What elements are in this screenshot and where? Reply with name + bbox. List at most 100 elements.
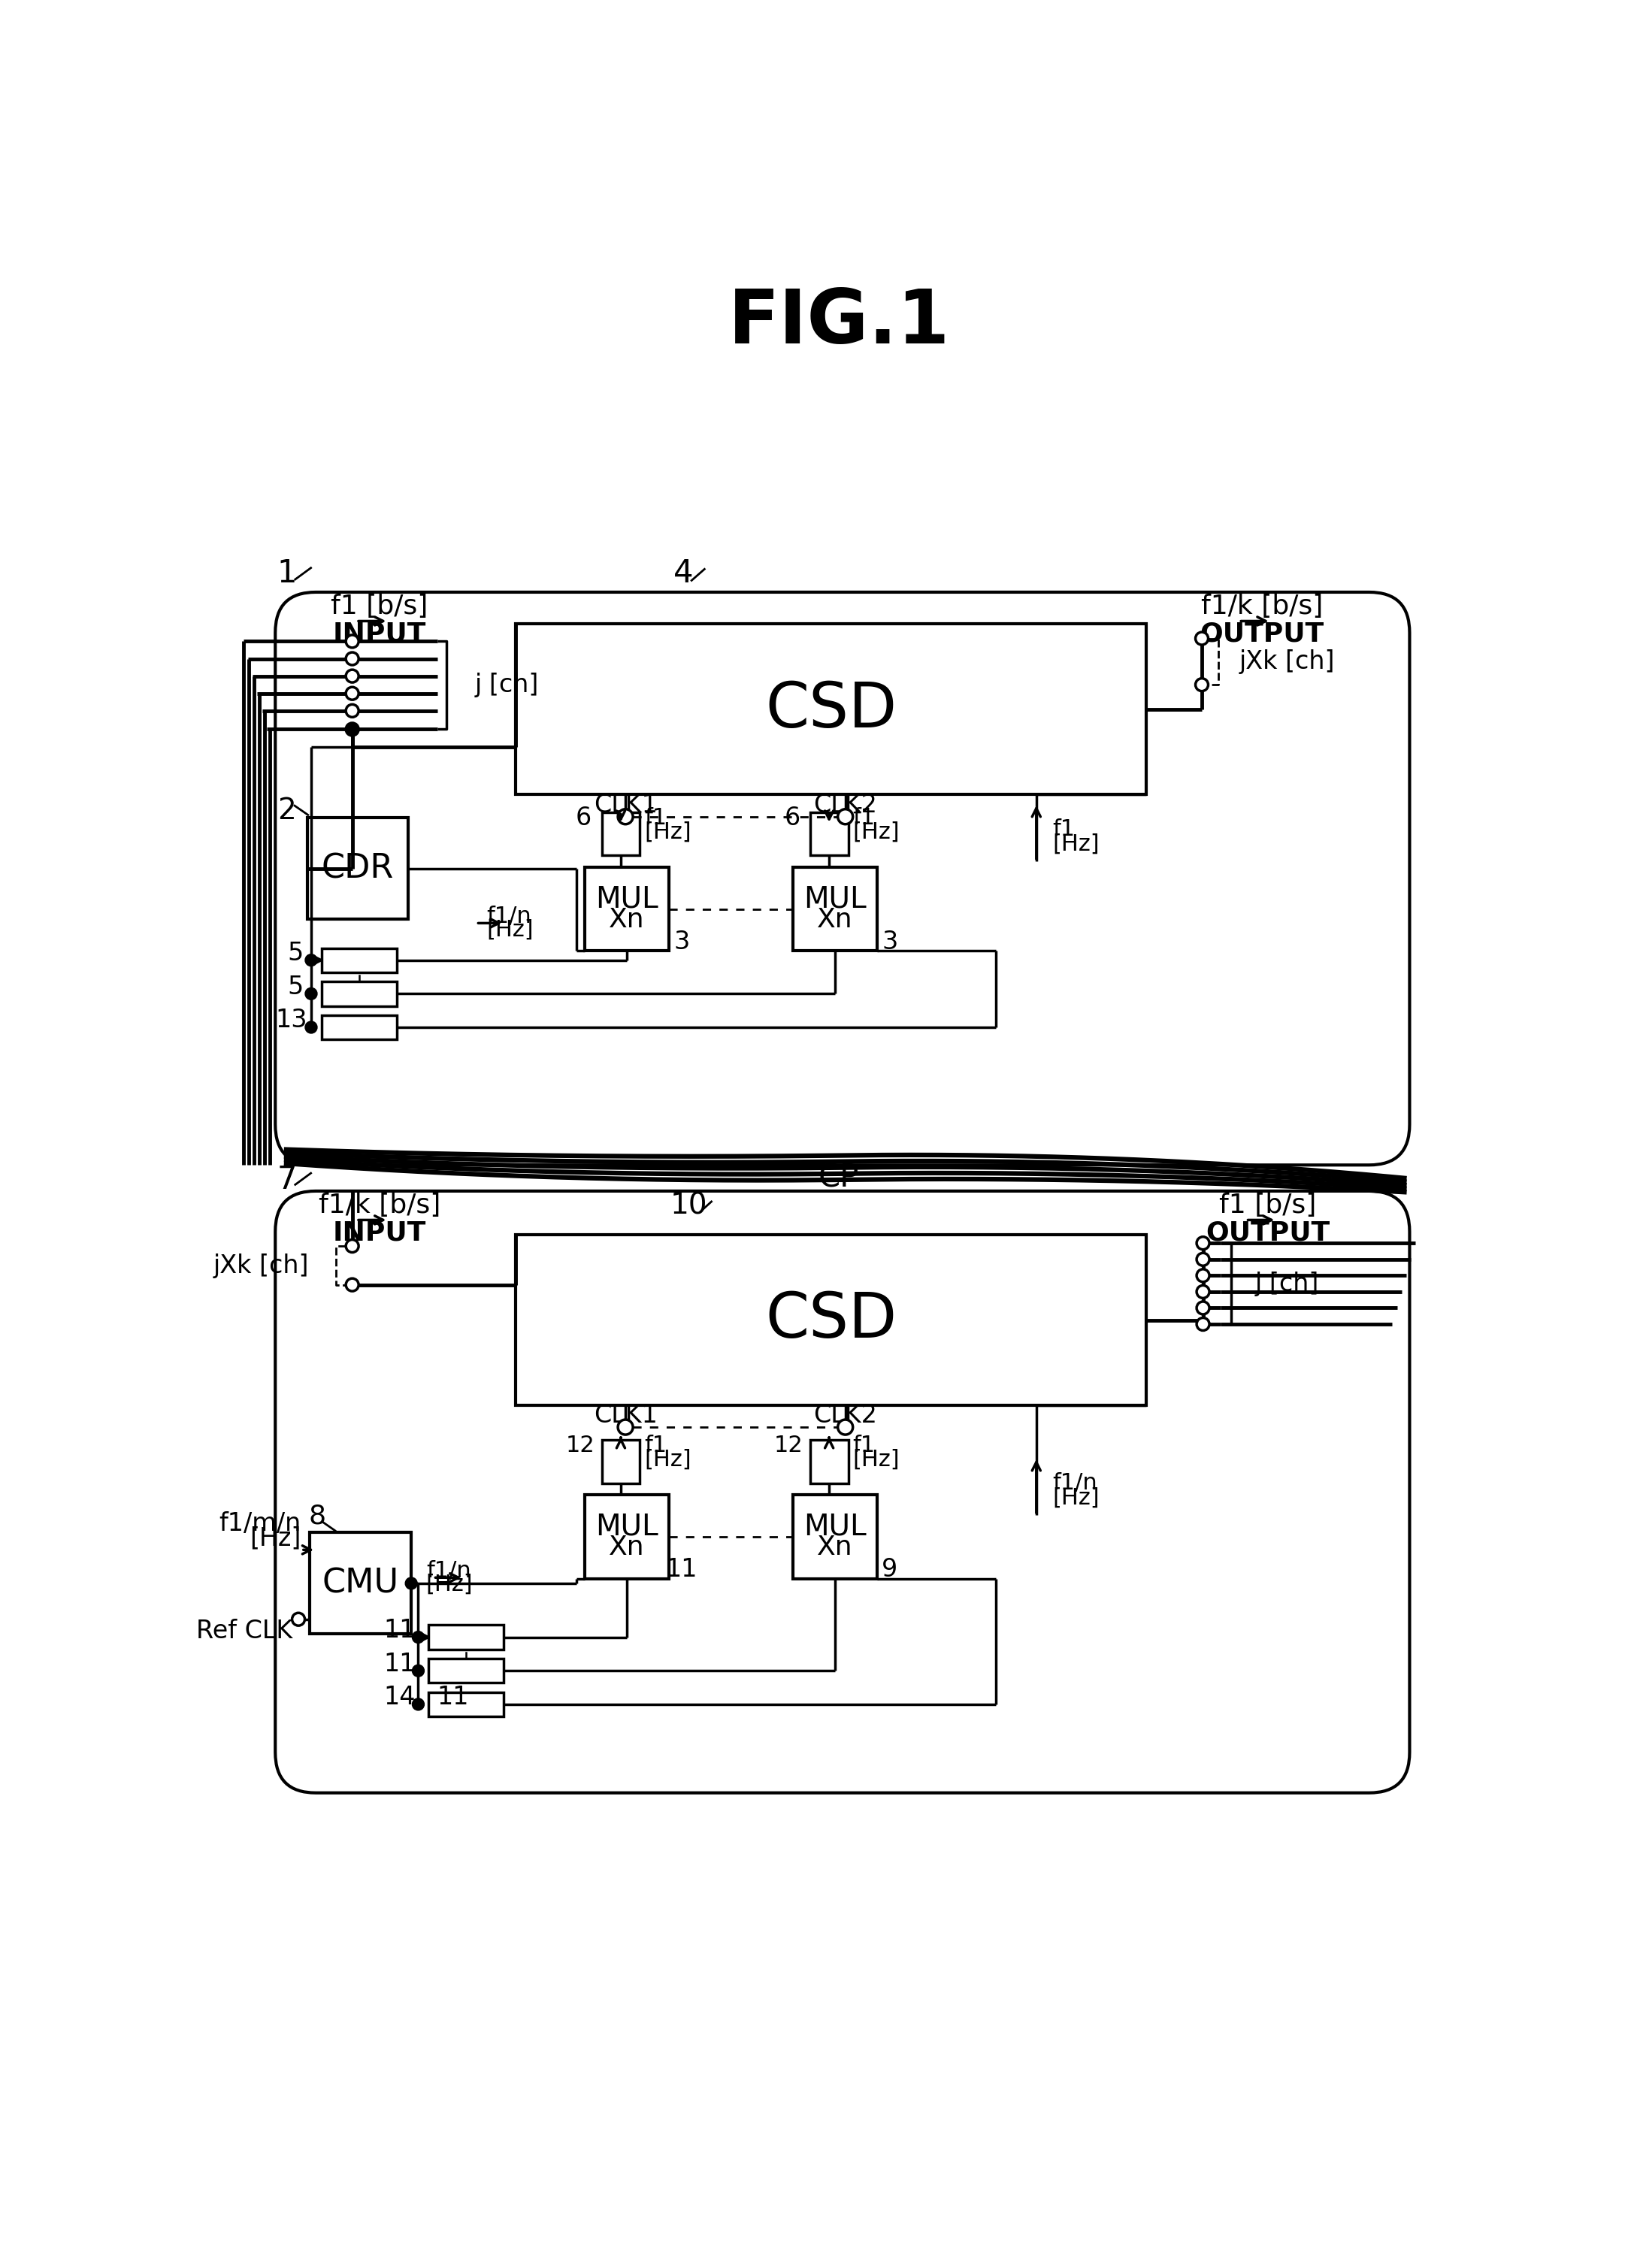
Circle shape xyxy=(291,1613,304,1626)
Text: CP: CP xyxy=(818,1163,859,1195)
Text: f1/k [b/s]: f1/k [b/s] xyxy=(319,1193,440,1218)
Text: f1/m/n: f1/m/n xyxy=(219,1510,301,1535)
Text: 4: 4 xyxy=(673,558,692,590)
Circle shape xyxy=(1195,633,1208,644)
Circle shape xyxy=(345,687,359,701)
Bar xyxy=(321,982,396,1007)
Circle shape xyxy=(413,1665,424,1676)
Text: 13: 13 xyxy=(275,1007,308,1032)
Bar xyxy=(309,1533,411,1633)
Bar xyxy=(602,1440,640,1483)
Text: CLK2: CLK2 xyxy=(814,1404,877,1429)
Text: 6: 6 xyxy=(576,805,591,830)
Text: 11: 11 xyxy=(437,1685,470,1710)
Text: CSD: CSD xyxy=(764,678,897,739)
Circle shape xyxy=(617,810,634,823)
Bar xyxy=(321,948,396,973)
Text: f1: f1 xyxy=(853,1436,876,1456)
Text: [Hz]: [Hz] xyxy=(853,1449,900,1470)
Bar xyxy=(516,624,1146,794)
Text: 5: 5 xyxy=(288,975,303,1000)
Circle shape xyxy=(345,1241,359,1252)
Text: 3: 3 xyxy=(882,930,897,955)
Text: 9: 9 xyxy=(882,1558,897,1581)
Text: 12: 12 xyxy=(774,1436,804,1456)
Circle shape xyxy=(838,810,853,823)
Text: [Hz]: [Hz] xyxy=(1053,1488,1100,1508)
Circle shape xyxy=(617,1420,634,1436)
Text: f1: f1 xyxy=(853,807,876,828)
Circle shape xyxy=(306,1023,316,1032)
Text: CSD: CSD xyxy=(764,1290,897,1349)
Text: CLK2: CLK2 xyxy=(814,794,877,816)
FancyBboxPatch shape xyxy=(275,1191,1409,1792)
Text: Ref CLK: Ref CLK xyxy=(196,1619,293,1644)
Bar xyxy=(602,812,640,855)
Text: [Hz]: [Hz] xyxy=(645,821,691,844)
Bar xyxy=(794,866,877,950)
Text: [Hz]: [Hz] xyxy=(645,1449,691,1470)
Text: [Hz]: [Hz] xyxy=(1053,832,1100,855)
Text: MUL: MUL xyxy=(596,1513,658,1540)
Circle shape xyxy=(413,1699,424,1710)
Text: Xn: Xn xyxy=(609,1535,645,1560)
Text: CLK1: CLK1 xyxy=(594,794,658,816)
Bar xyxy=(810,812,848,855)
FancyBboxPatch shape xyxy=(275,592,1409,1166)
Text: INPUT: INPUT xyxy=(332,1220,426,1245)
Circle shape xyxy=(1195,678,1208,692)
Circle shape xyxy=(1197,1302,1210,1313)
Text: [Hz]: [Hz] xyxy=(250,1526,301,1551)
Text: Xn: Xn xyxy=(609,907,645,932)
Bar xyxy=(584,866,670,950)
Circle shape xyxy=(306,989,316,998)
Text: f1: f1 xyxy=(645,807,668,828)
Text: [Hz]: [Hz] xyxy=(853,821,900,844)
Text: 11: 11 xyxy=(383,1651,416,1676)
Text: 14: 14 xyxy=(383,1685,416,1710)
Text: f1 [b/s]: f1 [b/s] xyxy=(331,594,427,619)
Text: CMU: CMU xyxy=(322,1567,399,1599)
Circle shape xyxy=(1197,1236,1210,1250)
Circle shape xyxy=(838,1420,853,1436)
Text: 12: 12 xyxy=(566,1436,594,1456)
Text: 5: 5 xyxy=(288,941,303,966)
Text: [Hz]: [Hz] xyxy=(426,1574,473,1594)
Text: 7: 7 xyxy=(277,1163,296,1195)
Text: 11: 11 xyxy=(666,1558,697,1581)
Text: 2: 2 xyxy=(278,796,296,826)
Text: [Hz]: [Hz] xyxy=(486,919,534,941)
Circle shape xyxy=(1197,1252,1210,1266)
Circle shape xyxy=(347,723,357,735)
Circle shape xyxy=(1197,1318,1210,1331)
Circle shape xyxy=(306,955,316,966)
Bar xyxy=(584,1495,670,1579)
Circle shape xyxy=(345,653,359,665)
Text: f1/n: f1/n xyxy=(1053,1472,1097,1495)
Text: f1/n: f1/n xyxy=(427,1560,471,1581)
Bar xyxy=(516,1234,1146,1406)
Circle shape xyxy=(345,669,359,683)
Text: f1/n: f1/n xyxy=(486,905,532,928)
Text: OUTPUT: OUTPUT xyxy=(1206,1220,1329,1245)
Text: 3: 3 xyxy=(673,930,689,955)
Bar xyxy=(308,819,408,919)
Text: 6: 6 xyxy=(784,805,800,830)
Text: j [ch]: j [ch] xyxy=(1256,1272,1319,1295)
Text: j [ch]: j [ch] xyxy=(475,674,539,699)
Text: f1: f1 xyxy=(645,1436,668,1456)
Text: 1: 1 xyxy=(277,558,296,590)
Text: jXk [ch]: jXk [ch] xyxy=(213,1254,309,1279)
Circle shape xyxy=(345,1279,359,1290)
Bar xyxy=(810,1440,848,1483)
Bar xyxy=(794,1495,877,1579)
Bar xyxy=(429,1692,504,1717)
Bar xyxy=(429,1658,504,1683)
Circle shape xyxy=(413,1633,424,1642)
Circle shape xyxy=(1197,1286,1210,1297)
Text: MUL: MUL xyxy=(596,885,658,914)
Circle shape xyxy=(345,705,359,717)
Circle shape xyxy=(345,723,359,735)
Text: INPUT: INPUT xyxy=(332,621,426,646)
Text: 11: 11 xyxy=(383,1617,416,1642)
